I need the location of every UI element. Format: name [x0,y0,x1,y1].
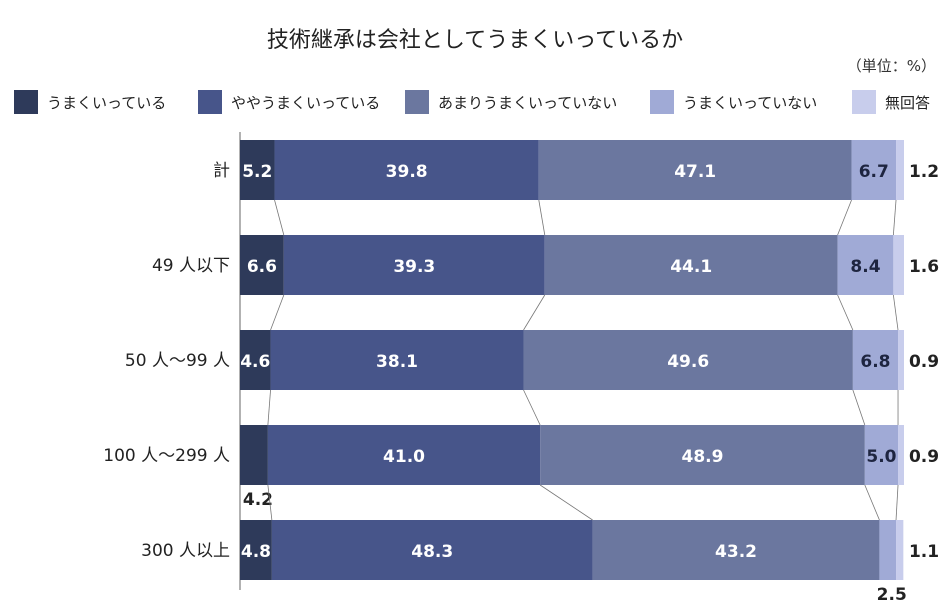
value-label-0-4: 1.2 [909,162,939,182]
bar-segment-4-2 [592,520,880,580]
legend: うまくいっている ややうまくいっている あまりうまくいっていない うまくいってい… [14,90,944,114]
bar-segment-4-4 [896,520,904,580]
bar-segment-1-1 [283,235,545,295]
value-label-2-4: 0.9 [909,352,939,372]
category-label-1: 49 人以下 [152,256,230,276]
connector-line-3-3 [895,484,899,521]
connector-line-3-1 [539,484,593,521]
connector-line-2-0 [267,389,271,426]
legend-label-1: ややうまくいっている [231,93,381,112]
bar-segment-2-2 [523,330,853,390]
legend-item-4: 無回答 [852,90,930,114]
bar-segment-0-4 [896,140,904,200]
connector-line-0-1 [538,199,546,236]
bar-segment-3-3 [864,425,899,485]
value-label-3-0: 4.2 [243,490,273,510]
bar-segment-1-0 [240,235,284,295]
bar-segment-3-2 [540,425,865,485]
bar-segment-3-1 [267,425,541,485]
value-label-0-3: 6.7 [859,162,889,182]
legend-item-0: うまくいっている [14,90,166,114]
connector-line-3-2 [864,484,880,521]
bar-segment-0-0 [240,140,275,200]
value-label-1-2: 44.1 [670,257,712,277]
bar-segment-2-0 [240,330,271,390]
connector-line-1-0 [270,294,285,331]
unit-label: （単位：%） [846,57,936,75]
connector-line-1-3 [892,294,899,331]
value-label-3-1: 41.0 [383,447,425,467]
legend-item-2: あまりうまくいっていない [405,90,617,114]
bar-segment-2-1 [270,330,524,390]
bar-segment-2-4 [898,330,904,390]
bar-segment-0-2 [538,140,852,200]
value-label-0-0: 5.2 [242,162,272,182]
value-label-3-3: 5.0 [866,447,896,467]
value-label-2-3: 6.8 [860,352,890,372]
legend-label-2: あまりうまくいっていない [438,93,618,112]
bar-segment-0-3 [851,140,897,200]
value-label-1-0: 6.6 [247,257,277,277]
legend-item-3: うまくいっていない [650,90,817,114]
legend-swatch-0 [14,90,38,114]
value-label-2-0: 4.6 [240,352,270,372]
value-label-0-2: 47.1 [674,162,716,182]
value-label-4-1: 48.3 [411,542,453,562]
connector-line-3-0 [267,484,273,521]
bar-segment-1-3 [837,235,894,295]
legend-swatch-1 [198,90,222,114]
connector-line-0-3 [892,199,897,236]
bar-segment-1-4 [893,235,904,295]
legend-item-1: ややうまくいっている [198,90,380,114]
bar-segment-0-1 [274,140,539,200]
bar-segment-1-2 [544,235,838,295]
connector-line-1-1 [523,294,546,331]
bar-segment-3-0 [240,425,268,485]
legend-swatch-4 [852,90,876,114]
value-label-4-2: 43.2 [715,542,757,562]
legend-swatch-2 [405,90,429,114]
value-label-1-3: 8.4 [850,257,880,277]
value-label-4-3: 2.5 [877,585,907,600]
connector-line-0-0 [274,199,285,236]
value-label-1-1: 39.3 [393,257,435,277]
connector-line-2-1 [523,389,541,426]
legend-label-3: うまくいっていない [683,93,818,112]
connector-line-2-2 [852,389,866,426]
bar-segment-2-3 [852,330,899,390]
category-label-2: 50 人〜99 人 [125,351,230,371]
chart-title: 技術継承は会社としてうまくいっているか [266,28,684,53]
connector-line-1-2 [837,294,854,331]
value-label-0-1: 39.8 [386,162,428,182]
category-label-3: 100 人〜299 人 [103,446,230,466]
legend-swatch-3 [650,90,674,114]
value-label-1-4: 1.6 [909,257,939,277]
legend-label-0: うまくいっている [47,93,167,112]
value-label-2-2: 49.6 [667,352,709,372]
connector-line-0-2 [837,199,852,236]
category-label-4: 300 人以上 [141,541,230,561]
value-label-4-4: 1.1 [909,542,939,562]
bar-segment-3-4 [898,425,904,485]
category-label-0: 計 [213,161,230,181]
bar-segment-4-3 [879,520,897,580]
legend-label-4: 無回答 [885,93,931,112]
value-label-3-4: 0.9 [909,447,939,467]
value-label-4-0: 4.8 [241,542,271,562]
value-label-3-2: 48.9 [681,447,723,467]
bar-segment-4-1 [271,520,593,580]
value-label-2-1: 38.1 [376,352,418,372]
bar-segment-4-0 [240,520,272,580]
